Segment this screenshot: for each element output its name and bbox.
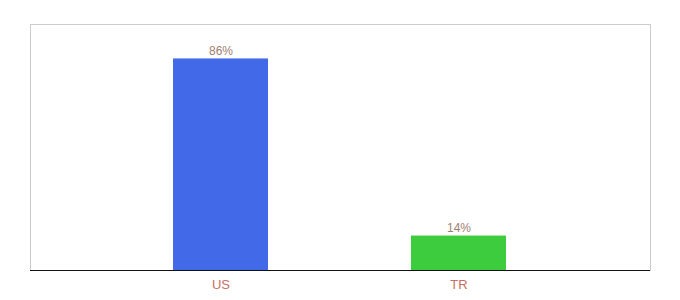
svg-text:86%: 86% [209,44,233,58]
svg-text:US: US [212,277,230,292]
svg-text:14%: 14% [447,221,471,235]
svg-text:TR: TR [450,277,467,292]
